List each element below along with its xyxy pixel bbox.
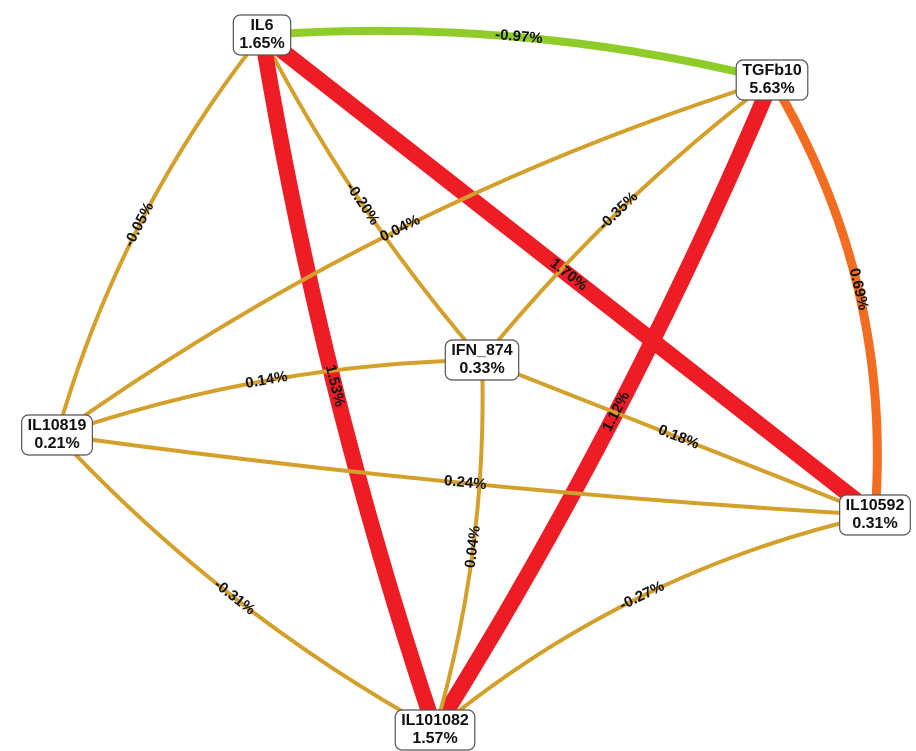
edge-label: -0.31%	[211, 576, 259, 619]
edge-label: -0.97%	[494, 26, 543, 47]
edge	[55, 433, 437, 732]
edge-label: 1.12%	[599, 389, 634, 435]
node-value: 0.21%	[34, 435, 79, 452]
edge	[433, 358, 485, 732]
node-name: IL10592	[846, 497, 905, 514]
edge-label: 0.04%	[377, 211, 423, 245]
node-value: 0.33%	[459, 360, 504, 377]
node-box	[444, 339, 520, 381]
edge	[55, 433, 877, 517]
edge	[480, 78, 774, 362]
node-name: IL6	[250, 17, 273, 34]
node-box	[394, 709, 476, 751]
node-box	[232, 14, 292, 56]
edge	[433, 513, 877, 732]
node-box	[839, 494, 911, 536]
node-value: 0.31%	[852, 515, 897, 532]
edge-label: 0.04%	[462, 525, 484, 569]
edge	[260, 33, 484, 362]
node-box	[735, 59, 809, 101]
edges	[55, 26, 883, 738]
node-name: IL10819	[28, 417, 87, 434]
edge-label: -0.20%	[342, 179, 383, 228]
edge-label: -0.27%	[617, 578, 667, 614]
edge-label: 0.24%	[443, 472, 487, 493]
node-name: IFN_874	[451, 342, 512, 359]
node-box	[21, 414, 93, 456]
edge-label: 0.69%	[846, 266, 872, 311]
node-value: 5.63%	[749, 80, 794, 97]
edge	[55, 78, 774, 437]
edge	[427, 72, 780, 738]
edge-label: 0.18%	[656, 421, 702, 452]
edge	[767, 75, 882, 520]
node-value: 1.65%	[239, 35, 284, 52]
node-name: IL101082	[401, 712, 469, 729]
edge	[254, 27, 883, 523]
node-value: 1.57%	[412, 730, 457, 747]
edge	[254, 27, 443, 738]
edge	[258, 26, 776, 84]
edge	[55, 358, 484, 437]
edge-label: -0.35%	[595, 188, 641, 233]
nodes: IL61.65%TGFb105.63%IFN_8740.33%IL108190.…	[21, 14, 911, 751]
edge-label: -0.05%	[121, 199, 158, 249]
edge	[55, 33, 264, 437]
edge	[480, 358, 877, 517]
edge-label: 0.14%	[244, 368, 289, 392]
node-name: TGFb10	[742, 62, 802, 79]
